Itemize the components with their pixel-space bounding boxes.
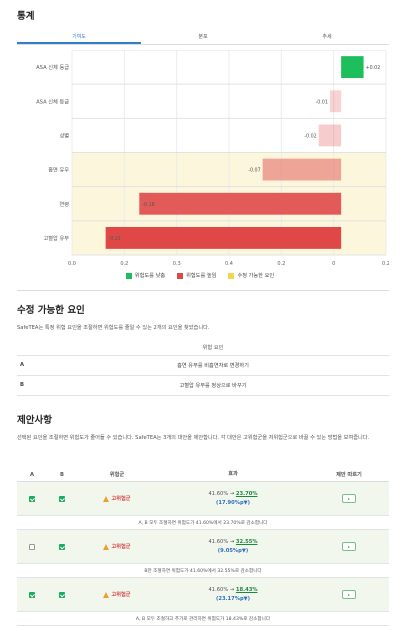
risk-label: 고위험군 <box>111 496 131 502</box>
contribution-chart: +0.02 -0.01 -0.02 -0.07 -0.18 -0.21 ASA 신체 등급 A… <box>36 50 389 267</box>
effect-old: 41.60% <box>208 490 229 497</box>
effect-cell: 41.60% → 23.70% (17.90%p▼) <box>208 490 258 506</box>
checkbox-a[interactable] <box>29 495 35 502</box>
category-label: 고혈압 유무 <box>43 234 69 242</box>
bar <box>329 90 342 113</box>
effect-old: 41.60% <box>208 538 229 545</box>
effect-delta: (23.17%p▼) <box>215 595 251 602</box>
x-tick-label: 0.3 <box>173 261 181 267</box>
legend-label: 수정 가능한 요인 <box>237 273 275 279</box>
category-label: 연령 <box>59 200 69 208</box>
bar <box>262 158 342 181</box>
x-tick-label: 0.4 <box>225 261 233 267</box>
table-row: A 흡연 유무를 비흡연자로 변경하기 <box>17 355 389 376</box>
follow-button[interactable]: ▸ <box>342 590 356 599</box>
warning-icon <box>103 495 110 502</box>
factor-key: A <box>17 355 37 376</box>
legend-item-decrease: 위험도를 낮춤 <box>125 272 166 279</box>
x-tick-label: 0.2 <box>382 261 389 267</box>
bar-value-label: +0.02 <box>366 65 381 71</box>
legend-item-modifiable: 수정 가능한 요인 <box>228 272 274 279</box>
risk-label: 고위험군 <box>111 592 131 598</box>
warning-icon <box>103 591 110 598</box>
stats-title: 통계 <box>17 11 35 22</box>
factors-title: 수정 가능한 요인 <box>17 305 85 316</box>
checkbox-b[interactable] <box>59 591 65 598</box>
legend-label: 위험도를 낮춤 <box>134 273 166 279</box>
effect-new: 18.43% <box>235 586 258 593</box>
col-b: B <box>60 471 64 478</box>
x-tick-label: 0.0 <box>68 261 76 267</box>
bar-value-label: -0.02 <box>304 133 316 139</box>
effect-new: 23.70% <box>235 490 258 497</box>
chart-tabs: 기여도 분포 추세 <box>17 33 389 45</box>
col-a: A <box>29 471 34 478</box>
checkbox-a[interactable] <box>29 543 35 550</box>
warning-icon <box>103 543 110 550</box>
suggestion-note: A, B 모두 조절하면 위험도가 41.60%에서 23.70%로 감소합니다 <box>17 516 389 530</box>
legend-swatch-red <box>177 272 184 279</box>
col-risk: 위험군 <box>109 472 125 478</box>
effect-delta: (9.05%p▼) <box>217 547 249 554</box>
effect-cell: 41.60% → 32.55% (9.05%p▼) <box>208 538 258 554</box>
section-divider <box>17 290 389 291</box>
legend-swatch-green <box>125 272 132 279</box>
chart-legend: 위험도를 낮춤 위험도를 높임 수정 가능한 요인 <box>0 272 400 279</box>
category-label: ASA 신체 등급 <box>36 63 69 71</box>
factors-table: 위험 요인 A 흡연 유무를 비흡연자로 변경하기 B 고혈압 유무를 정상으로… <box>17 341 389 396</box>
suggestion-note: A, B 모두 조절하고 추가로 관리하면 위험도가 18.43%로 감소합니다 <box>17 612 389 626</box>
effect-old: 41.60% <box>208 586 229 593</box>
tab-trend[interactable]: 추세 <box>322 34 332 40</box>
checkbox-b[interactable] <box>59 543 65 550</box>
x-tick-label: 0 <box>332 261 335 267</box>
suggestions-description: 선택된 요인을 조절하면 위험도가 줄어들 수 있습니다. SafeTEA는 3… <box>17 435 370 441</box>
bar-value-label: -0.01 <box>316 99 328 105</box>
table-row: 고위험군 41.60% → 18.43% (23.17%p▼) ▸ <box>17 578 389 612</box>
bar-value-label: -0.18 <box>142 202 154 208</box>
checkbox-b[interactable] <box>59 495 65 502</box>
follow-button[interactable]: ▸ <box>342 542 356 551</box>
tab-distribution[interactable]: 분포 <box>198 34 208 40</box>
suggestions-header: A B 위험군 효과 제안 따르기 <box>17 468 389 482</box>
bar-value-label: -0.21 <box>109 236 121 242</box>
legend-item-increase: 위험도를 높임 <box>177 272 216 279</box>
effect-cell: 41.60% → 18.43% (23.17%p▼) <box>208 586 258 602</box>
factor-value: 흡연 유무를 비흡연자로 변경하기 <box>37 355 389 376</box>
x-tick-label: 0.2 <box>120 261 128 267</box>
checkbox-a[interactable] <box>29 591 35 598</box>
risk-cell: 고위험군 <box>77 543 157 550</box>
legend-swatch-yellow <box>228 272 235 279</box>
effect-new: 32.55% <box>235 538 258 545</box>
factors-header-blank <box>17 341 37 356</box>
factor-value: 고혈압 유무를 정상으로 바꾸기 <box>37 375 389 396</box>
effect-delta: (17.90%p▼) <box>215 499 251 506</box>
suggestions-table: A B 위험군 효과 제안 따르기 고위험군 41.60% → 23.70% (… <box>17 468 389 626</box>
table-row: 고위험군 41.60% → 23.70% (17.90%p▼) ▸ <box>17 482 389 516</box>
col-effect: 효과 <box>228 471 238 477</box>
risk-label: 고위험군 <box>111 544 131 550</box>
bar-value-label: -0.07 <box>248 168 260 174</box>
factors-description: SafeTEA는 특정 위험 요인을 조절하면 위험도를 줄일 수 있는 2개의… <box>17 325 210 331</box>
category-label: ASA 신체 등급 <box>36 97 69 105</box>
bar <box>105 226 342 249</box>
legend-label: 위험도를 높임 <box>186 273 217 279</box>
category-label: 성별 <box>59 131 69 139</box>
x-tick-label: 0.2 <box>277 261 285 267</box>
bar <box>139 192 342 215</box>
table-row: B 고혈압 유무를 정상으로 바꾸기 <box>17 375 389 396</box>
bar <box>318 124 342 147</box>
risk-cell: 고위험군 <box>77 495 157 502</box>
factor-key: B <box>17 375 37 396</box>
bar <box>341 56 364 79</box>
suggestions-title: 제안사항 <box>17 415 52 426</box>
col-follow: 제안 따르기 <box>336 472 362 478</box>
table-row: 고위험군 41.60% → 32.55% (9.05%p▼) ▸ <box>17 530 389 564</box>
tab-contribution[interactable]: 기여도 <box>17 33 141 44</box>
suggestion-note: B만 조절하면 위험도가 41.60%에서 32.55%로 감소합니다 <box>17 564 389 578</box>
follow-button[interactable]: ▸ <box>342 494 356 503</box>
category-label: 흡연 유무 <box>48 166 69 174</box>
risk-cell: 고위험군 <box>77 591 157 598</box>
factors-header: 위험 요인 <box>37 341 389 356</box>
